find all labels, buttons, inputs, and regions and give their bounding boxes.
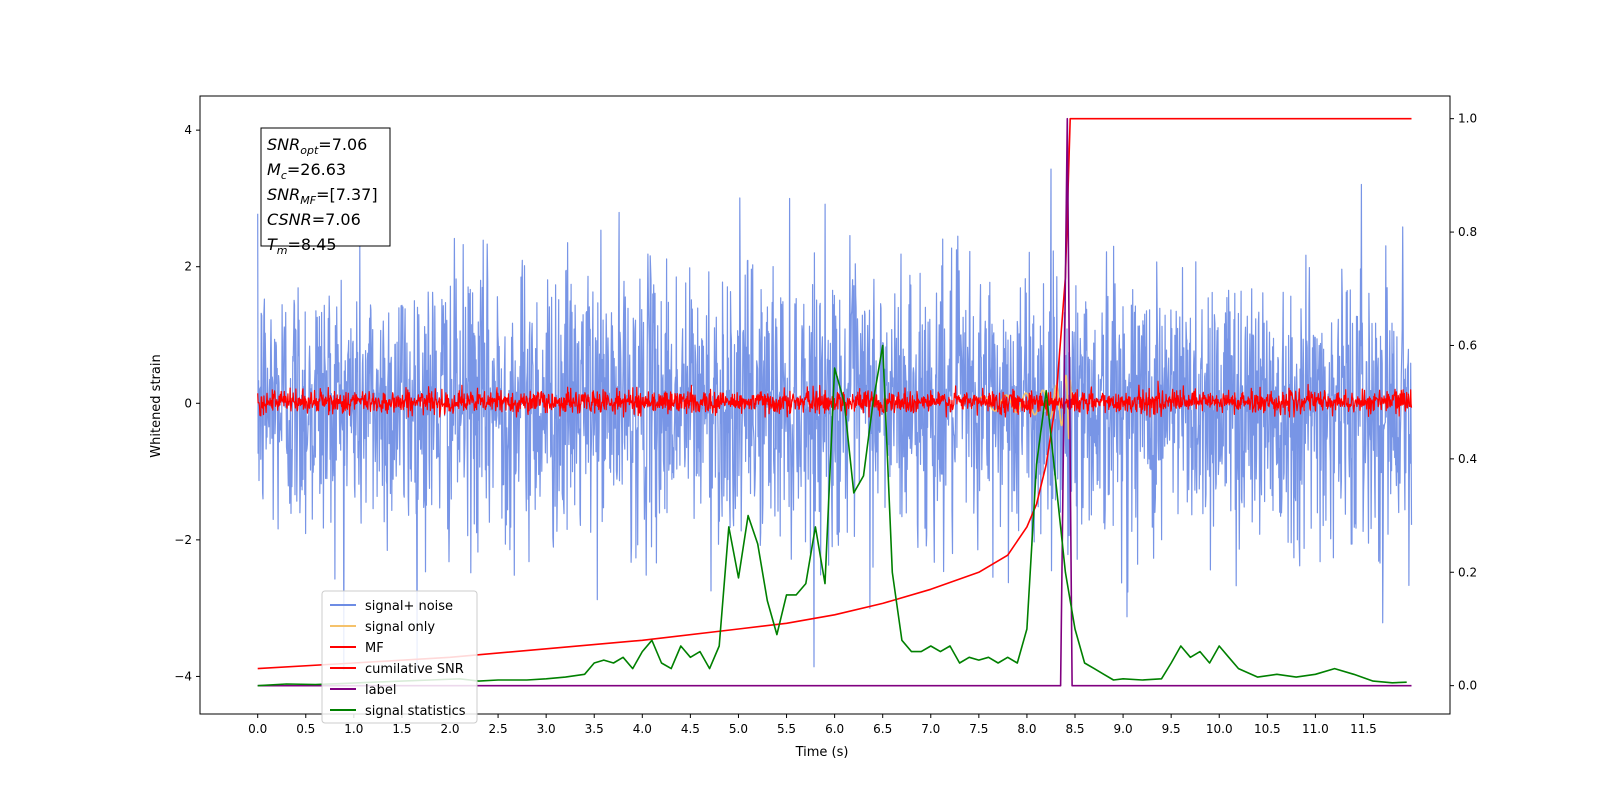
x-tick-label: 1.5	[392, 722, 411, 736]
y-tick-label: −2	[174, 533, 192, 547]
y2-tick-label: 0.0	[1458, 679, 1477, 693]
legend-label: MF	[365, 641, 384, 656]
legend-label: label	[365, 683, 396, 698]
annotation-frame	[260, 127, 391, 247]
x-tick-label: 5.0	[729, 722, 748, 736]
x-tick-label: 8.5	[1065, 722, 1084, 736]
y-axis-label: Whitened strain	[149, 354, 164, 457]
y2-tick-label: 1.0	[1458, 112, 1477, 126]
legend-label: signal statistics	[365, 704, 466, 719]
plot-frame	[199, 95, 1451, 715]
y-tick-label: −4	[174, 669, 192, 683]
x-tick-label: 10.5	[1254, 722, 1281, 736]
x-tick-label: 4.0	[633, 722, 652, 736]
x-axis-ticks: 0.0 0.5 1.0 1.5 2.0 2.5 3.0 3.5 4.0 4.5 5.0 5.5 6.0 6…	[248, 714, 1377, 736]
annotation-line: CSNR=7.06	[267, 210, 361, 229]
series-line-3	[257, 117, 1412, 670]
y2-tick-label: 0.6	[1458, 338, 1477, 352]
y2-axis-ticks: 0.0 0.2 0.4 0.6 0.8 1.0	[1450, 112, 1477, 693]
series-line-5	[257, 344, 1407, 687]
series-line-4	[257, 117, 1412, 687]
y2-tick-label: 0.4	[1458, 452, 1477, 466]
x-tick-label: 7.5	[969, 722, 988, 736]
legend-label: cumilative SNR	[365, 662, 464, 677]
y2-tick-label: 0.8	[1458, 225, 1477, 239]
annotation-line: SNRopt=7.06	[267, 135, 367, 157]
y-axis-ticks: −4 −2 0 2 4	[174, 123, 200, 683]
x-tick-label: 0.0	[248, 722, 267, 736]
annotation-line: SNRMF=[7.37]	[267, 185, 378, 207]
x-tick-label: 8.0	[1017, 722, 1036, 736]
x-tick-label: 5.5	[777, 722, 796, 736]
y-tick-label: 2	[184, 260, 192, 274]
y-tick-label: 0	[184, 396, 192, 410]
legend-frame	[321, 590, 478, 724]
x-tick-label: 9.0	[1114, 722, 1133, 736]
x-tick-label: 0.5	[296, 722, 315, 736]
x-tick-label: 6.5	[873, 722, 892, 736]
x-tick-label: 9.5	[1162, 722, 1181, 736]
annotation-line: Mc=26.63	[267, 160, 346, 182]
x-tick-label: 10.0	[1206, 722, 1233, 736]
x-tick-label: 2.0	[440, 722, 459, 736]
legend-label: signal+ noise	[365, 599, 453, 614]
x-tick-label: 7.0	[921, 722, 940, 736]
series-line-2	[257, 380, 1413, 418]
plot-series	[257, 117, 1413, 687]
annotation-box: SNRopt=7.06 Mc=26.63 SNRMF=[7.37] CSNR=7.06…	[260, 127, 391, 257]
x-tick-label: 11.5	[1350, 722, 1377, 736]
x-axis-label: Time (s)	[795, 745, 849, 760]
x-tick-label: 6.0	[825, 722, 844, 736]
x-tick-label: 11.0	[1302, 722, 1329, 736]
x-tick-label: 3.5	[585, 722, 604, 736]
x-tick-label: 2.5	[489, 722, 508, 736]
y2-tick-label: 0.2	[1458, 565, 1477, 579]
legend: signal+ noise signal only MF cumilative SNR…	[321, 590, 478, 724]
x-tick-label: 3.0	[537, 722, 556, 736]
x-tick-label: 1.0	[344, 722, 363, 736]
x-tick-label: 4.5	[681, 722, 700, 736]
annotation-line: Tm=8.45	[267, 235, 337, 257]
y-tick-label: 4	[184, 123, 192, 137]
legend-label: signal only	[365, 620, 435, 635]
